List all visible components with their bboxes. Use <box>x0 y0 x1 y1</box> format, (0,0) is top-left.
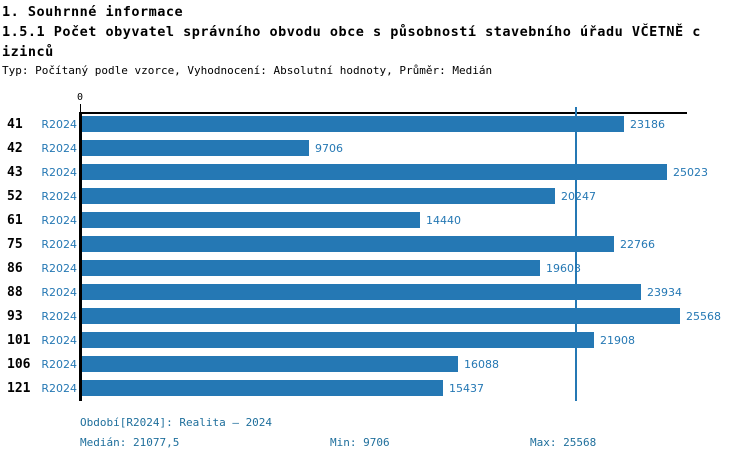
bar-value-label: 16088 <box>464 358 499 371</box>
chart-title-line-2: izinců <box>2 44 54 60</box>
bar <box>82 284 641 300</box>
chart-title-line-1: 1.5.1 Počet obyvatel správního obvodu ob… <box>2 24 701 40</box>
row-category-label: 106 <box>7 357 31 372</box>
bar <box>82 236 614 252</box>
bar <box>82 140 309 156</box>
bar <box>82 356 458 372</box>
bar-value-label: 25568 <box>686 310 721 323</box>
median-reference-line <box>575 107 577 401</box>
bar-value-label: 22766 <box>620 238 655 251</box>
row-category-label: 93 <box>7 309 23 324</box>
row-series-label: R2024 <box>41 358 77 371</box>
bar-value-label: 9706 <box>315 142 343 155</box>
x-axis-zero-tick-label: 0 <box>76 92 84 103</box>
row-series-label: R2024 <box>41 310 77 323</box>
row-category-label: 86 <box>7 261 23 276</box>
row-category-label: 121 <box>7 381 31 396</box>
row-series-label: R2024 <box>41 142 77 155</box>
row-series-label: R2024 <box>41 214 77 227</box>
chart-meta-info: Typ: Počítaný podle vzorce, Vyhodnocení:… <box>2 64 493 77</box>
row-category-label: 61 <box>7 213 23 228</box>
row-series-label: R2024 <box>41 334 77 347</box>
row-category-label: 41 <box>7 117 23 132</box>
bar-value-label: 25023 <box>673 166 708 179</box>
x-axis-line <box>80 112 687 114</box>
bar <box>82 116 624 132</box>
row-category-label: 42 <box>7 141 23 156</box>
footer-period: Období[R2024]: Realita – 2024 <box>80 416 273 429</box>
row-category-label: 52 <box>7 189 23 204</box>
bar <box>82 380 443 396</box>
bar-value-label: 19603 <box>546 262 581 275</box>
page-title: 1. Souhrnné informace <box>2 4 184 20</box>
bar-value-label: 23186 <box>630 118 665 131</box>
row-series-label: R2024 <box>41 190 77 203</box>
bar-value-label: 14440 <box>426 214 461 227</box>
footer-median: Medián: 21077,5 <box>80 436 180 449</box>
row-series-label: R2024 <box>41 262 77 275</box>
row-series-label: R2024 <box>41 166 77 179</box>
bar-value-label: 23934 <box>647 286 682 299</box>
bar <box>82 212 420 228</box>
bar <box>82 260 540 276</box>
footer-max: Max: 25568 <box>530 436 597 449</box>
row-category-label: 75 <box>7 237 23 252</box>
bar <box>82 164 667 180</box>
y-axis-line <box>79 112 82 401</box>
bar-value-label: 21908 <box>600 334 635 347</box>
bar-value-label: 20247 <box>561 190 596 203</box>
bar <box>82 332 594 348</box>
bar <box>82 188 555 204</box>
row-category-label: 43 <box>7 165 23 180</box>
row-series-label: R2024 <box>41 118 77 131</box>
bar <box>82 308 680 324</box>
bar-value-label: 15437 <box>449 382 484 395</box>
footer-min: Min: 9706 <box>330 436 390 449</box>
row-series-label: R2024 <box>41 382 77 395</box>
row-series-label: R2024 <box>41 238 77 251</box>
row-category-label: 88 <box>7 285 23 300</box>
row-series-label: R2024 <box>41 286 77 299</box>
x-axis-tick-mark <box>80 104 81 113</box>
row-category-label: 101 <box>7 333 31 348</box>
